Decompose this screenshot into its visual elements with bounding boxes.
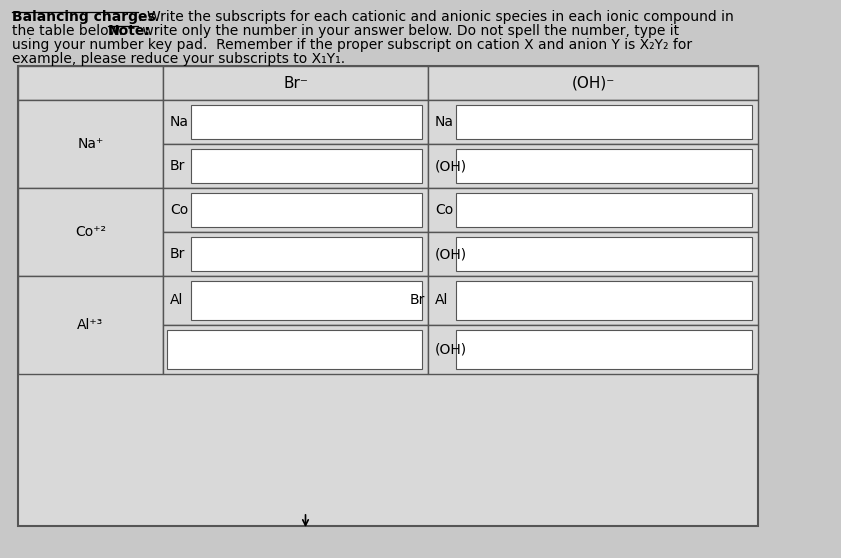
Text: Note:: Note: — [108, 24, 151, 38]
Text: Al⁺³: Al⁺³ — [77, 318, 103, 332]
Bar — [456, 281, 752, 320]
Bar — [163, 276, 428, 325]
Bar — [163, 100, 428, 144]
Bar — [456, 105, 752, 139]
Text: Na⁺: Na⁺ — [77, 137, 103, 151]
Bar — [191, 149, 422, 183]
Text: Co: Co — [435, 203, 453, 217]
Text: Na: Na — [435, 115, 454, 129]
Bar — [191, 193, 422, 227]
Bar — [18, 276, 163, 374]
Bar — [428, 100, 758, 144]
Text: the table below.: the table below. — [12, 24, 132, 38]
Text: Al: Al — [170, 294, 183, 307]
Bar — [456, 330, 752, 369]
Bar — [428, 232, 758, 276]
Text: Br⁻: Br⁻ — [283, 75, 308, 90]
Text: Balancing charges: Balancing charges — [12, 10, 156, 24]
Text: using your number key pad.  Remember if the proper subscript on cation X and ani: using your number key pad. Remember if t… — [12, 38, 692, 52]
Bar — [456, 149, 752, 183]
Text: write only the number in your answer below. Do not spell the number, type it: write only the number in your answer bel… — [138, 24, 680, 38]
Text: : Write the subscripts for each cationic and anionic species in each ionic compo: : Write the subscripts for each cationic… — [138, 10, 733, 24]
Text: Br: Br — [170, 159, 185, 173]
Text: (OH): (OH) — [435, 247, 467, 261]
Text: Co: Co — [170, 203, 188, 217]
Bar — [428, 188, 758, 232]
Text: Co⁺²: Co⁺² — [75, 225, 106, 239]
Bar — [163, 144, 428, 188]
Bar — [191, 281, 422, 320]
Bar — [456, 193, 752, 227]
Text: example, please reduce your subscripts to X₁Y₁.: example, please reduce your subscripts t… — [12, 52, 345, 66]
Bar — [428, 276, 758, 325]
Bar — [167, 330, 422, 369]
Text: Br: Br — [410, 294, 426, 307]
Bar — [428, 66, 758, 100]
Bar — [163, 325, 428, 374]
Bar — [18, 66, 758, 526]
Text: Al: Al — [435, 294, 448, 307]
Bar — [456, 237, 752, 271]
Bar — [428, 144, 758, 188]
Bar — [18, 100, 163, 188]
Bar — [163, 66, 428, 100]
Bar — [18, 188, 163, 276]
Text: (OH): (OH) — [435, 343, 467, 357]
Bar — [428, 325, 758, 374]
Bar — [163, 232, 428, 276]
Text: (OH)⁻: (OH)⁻ — [571, 75, 615, 90]
Text: Br: Br — [170, 247, 185, 261]
Bar — [163, 188, 428, 232]
Text: (OH): (OH) — [435, 159, 467, 173]
Bar — [191, 237, 422, 271]
Bar — [18, 66, 163, 100]
Bar — [191, 105, 422, 139]
Text: Na: Na — [170, 115, 189, 129]
